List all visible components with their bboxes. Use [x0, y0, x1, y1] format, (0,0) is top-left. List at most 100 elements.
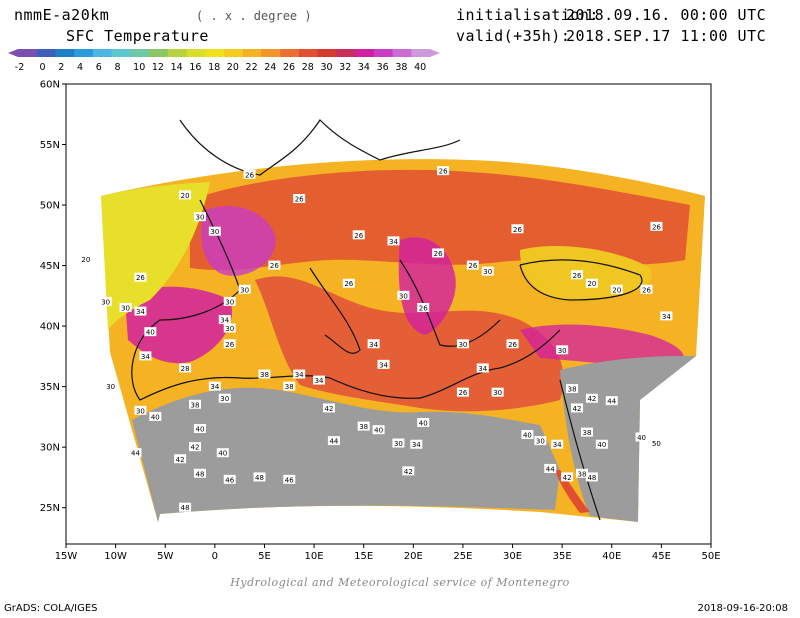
- contour-label-box: [506, 339, 519, 349]
- contour-label: 30: [106, 383, 115, 391]
- contour-label-box: [216, 448, 229, 458]
- contour-label-box: [268, 260, 281, 270]
- contour-label-box: [367, 339, 380, 349]
- contour-label-box: [129, 448, 142, 458]
- contour-label-box: [223, 339, 236, 349]
- contour-label: 38: [191, 401, 200, 409]
- magenta-balkans: [398, 237, 456, 335]
- contour-label-box: [189, 442, 201, 452]
- legend-swatch: [317, 49, 337, 57]
- contour-label: 40: [374, 427, 383, 435]
- contour-label: 30: [394, 440, 403, 448]
- lon-tick-label: 15W: [55, 551, 78, 562]
- contour-label: 26: [344, 280, 353, 288]
- contour-label: 44: [607, 398, 616, 406]
- masked-sahara: [132, 387, 560, 522]
- legend-swatch: [18, 49, 38, 57]
- contour-label: 30: [121, 304, 130, 312]
- contour-label: 34: [315, 377, 324, 385]
- legend-swatch: [74, 49, 94, 57]
- legend-swatch: [336, 49, 356, 57]
- contour-label: 40: [151, 413, 160, 421]
- legend-tick-label: 22: [246, 62, 258, 72]
- contour-label: 30: [399, 292, 408, 300]
- lat-tick-label: 30N: [40, 443, 60, 454]
- legend-tick-label: 4: [77, 62, 83, 72]
- contour-label-box: [174, 454, 187, 464]
- contour-label: 46: [285, 476, 294, 484]
- contour-label-box: [571, 270, 584, 280]
- contour-label: 26: [419, 304, 428, 312]
- lon-tick-label: 50E: [701, 551, 720, 562]
- contour-label-box: [134, 405, 147, 415]
- contour-label-box: [218, 315, 231, 325]
- contour-label-box: [660, 311, 673, 321]
- legend-tick-label: 18: [208, 62, 220, 72]
- legend-swatch: [355, 49, 375, 57]
- contour-label: 42: [176, 456, 185, 464]
- lon-tick-label: 35E: [553, 551, 572, 562]
- contour-label: 42: [587, 395, 596, 403]
- contour-label: 40: [637, 434, 646, 442]
- contour-label-box: [79, 254, 92, 264]
- contour-label: 38: [359, 423, 368, 431]
- contour-label: 38: [578, 470, 587, 478]
- contour-label-box: [352, 230, 365, 240]
- variable-name: SFC Temperature: [66, 27, 209, 45]
- contour-label: 34: [220, 317, 229, 325]
- contour-label: 26: [508, 341, 517, 349]
- contour-label: 30: [101, 298, 110, 306]
- contour-label: 26: [434, 250, 443, 258]
- legend-tick-label: 0: [40, 62, 46, 72]
- contour-label: 40: [196, 426, 205, 434]
- contour-label: 28: [181, 365, 190, 373]
- contour-label: 44: [329, 438, 338, 446]
- legend-swatch: [205, 49, 225, 57]
- contour-label-box: [491, 387, 504, 397]
- legend-right-arrow: [430, 49, 440, 57]
- legend-left-arrow: [8, 49, 18, 57]
- contour-label-box: [357, 421, 370, 431]
- lon-tick-label: 10E: [305, 551, 324, 562]
- legend-tick-label: 8: [114, 62, 120, 72]
- contour-label-box: [372, 425, 385, 435]
- contour-label-box: [650, 221, 663, 231]
- legend-tick-label: 20: [227, 62, 239, 72]
- legend-tick-label: 16: [189, 62, 201, 72]
- contour-label-box: [193, 212, 206, 222]
- contour-label-box: [585, 393, 598, 403]
- lon-tick-label: 25E: [453, 551, 472, 562]
- contour-label-box: [511, 224, 524, 234]
- legend-swatch: [92, 49, 113, 57]
- legend-tick-label: 24: [264, 62, 276, 72]
- contour-label: 20: [81, 256, 90, 264]
- contour-label: 42: [404, 468, 413, 476]
- contour-label-box: [193, 424, 206, 433]
- contour-label-box: [223, 474, 236, 484]
- legend-swatch: [224, 49, 244, 57]
- contour-label: 30: [220, 395, 229, 403]
- model-name: nmmE-a20km: [14, 6, 110, 24]
- legend-tick-label: 28: [302, 62, 314, 72]
- mediterranean-sea-field: [255, 276, 564, 412]
- contour-label-box: [99, 296, 112, 306]
- contour-label: 34: [478, 365, 487, 373]
- contour-label: 34: [295, 371, 304, 379]
- contour-label-box: [144, 327, 157, 337]
- contour-label: 26: [458, 389, 467, 397]
- hot-region-north: [190, 169, 690, 271]
- magenta-iberia: [125, 286, 232, 364]
- contour-label: 26: [468, 262, 477, 270]
- legend-swatch: [298, 49, 319, 57]
- contour-label: 34: [662, 313, 671, 321]
- legend-swatch: [261, 49, 281, 57]
- contour-label-box: [410, 439, 423, 449]
- contour-label-box: [134, 306, 147, 316]
- contour-label-box: [417, 417, 430, 427]
- contour-label: 40: [218, 450, 227, 458]
- contour-label-box: [580, 427, 593, 437]
- contour-label: 26: [573, 272, 582, 280]
- lon-tick-label: 5E: [258, 551, 271, 562]
- valid-label: valid(+35h):: [456, 27, 571, 45]
- contour-label: 30: [493, 389, 502, 397]
